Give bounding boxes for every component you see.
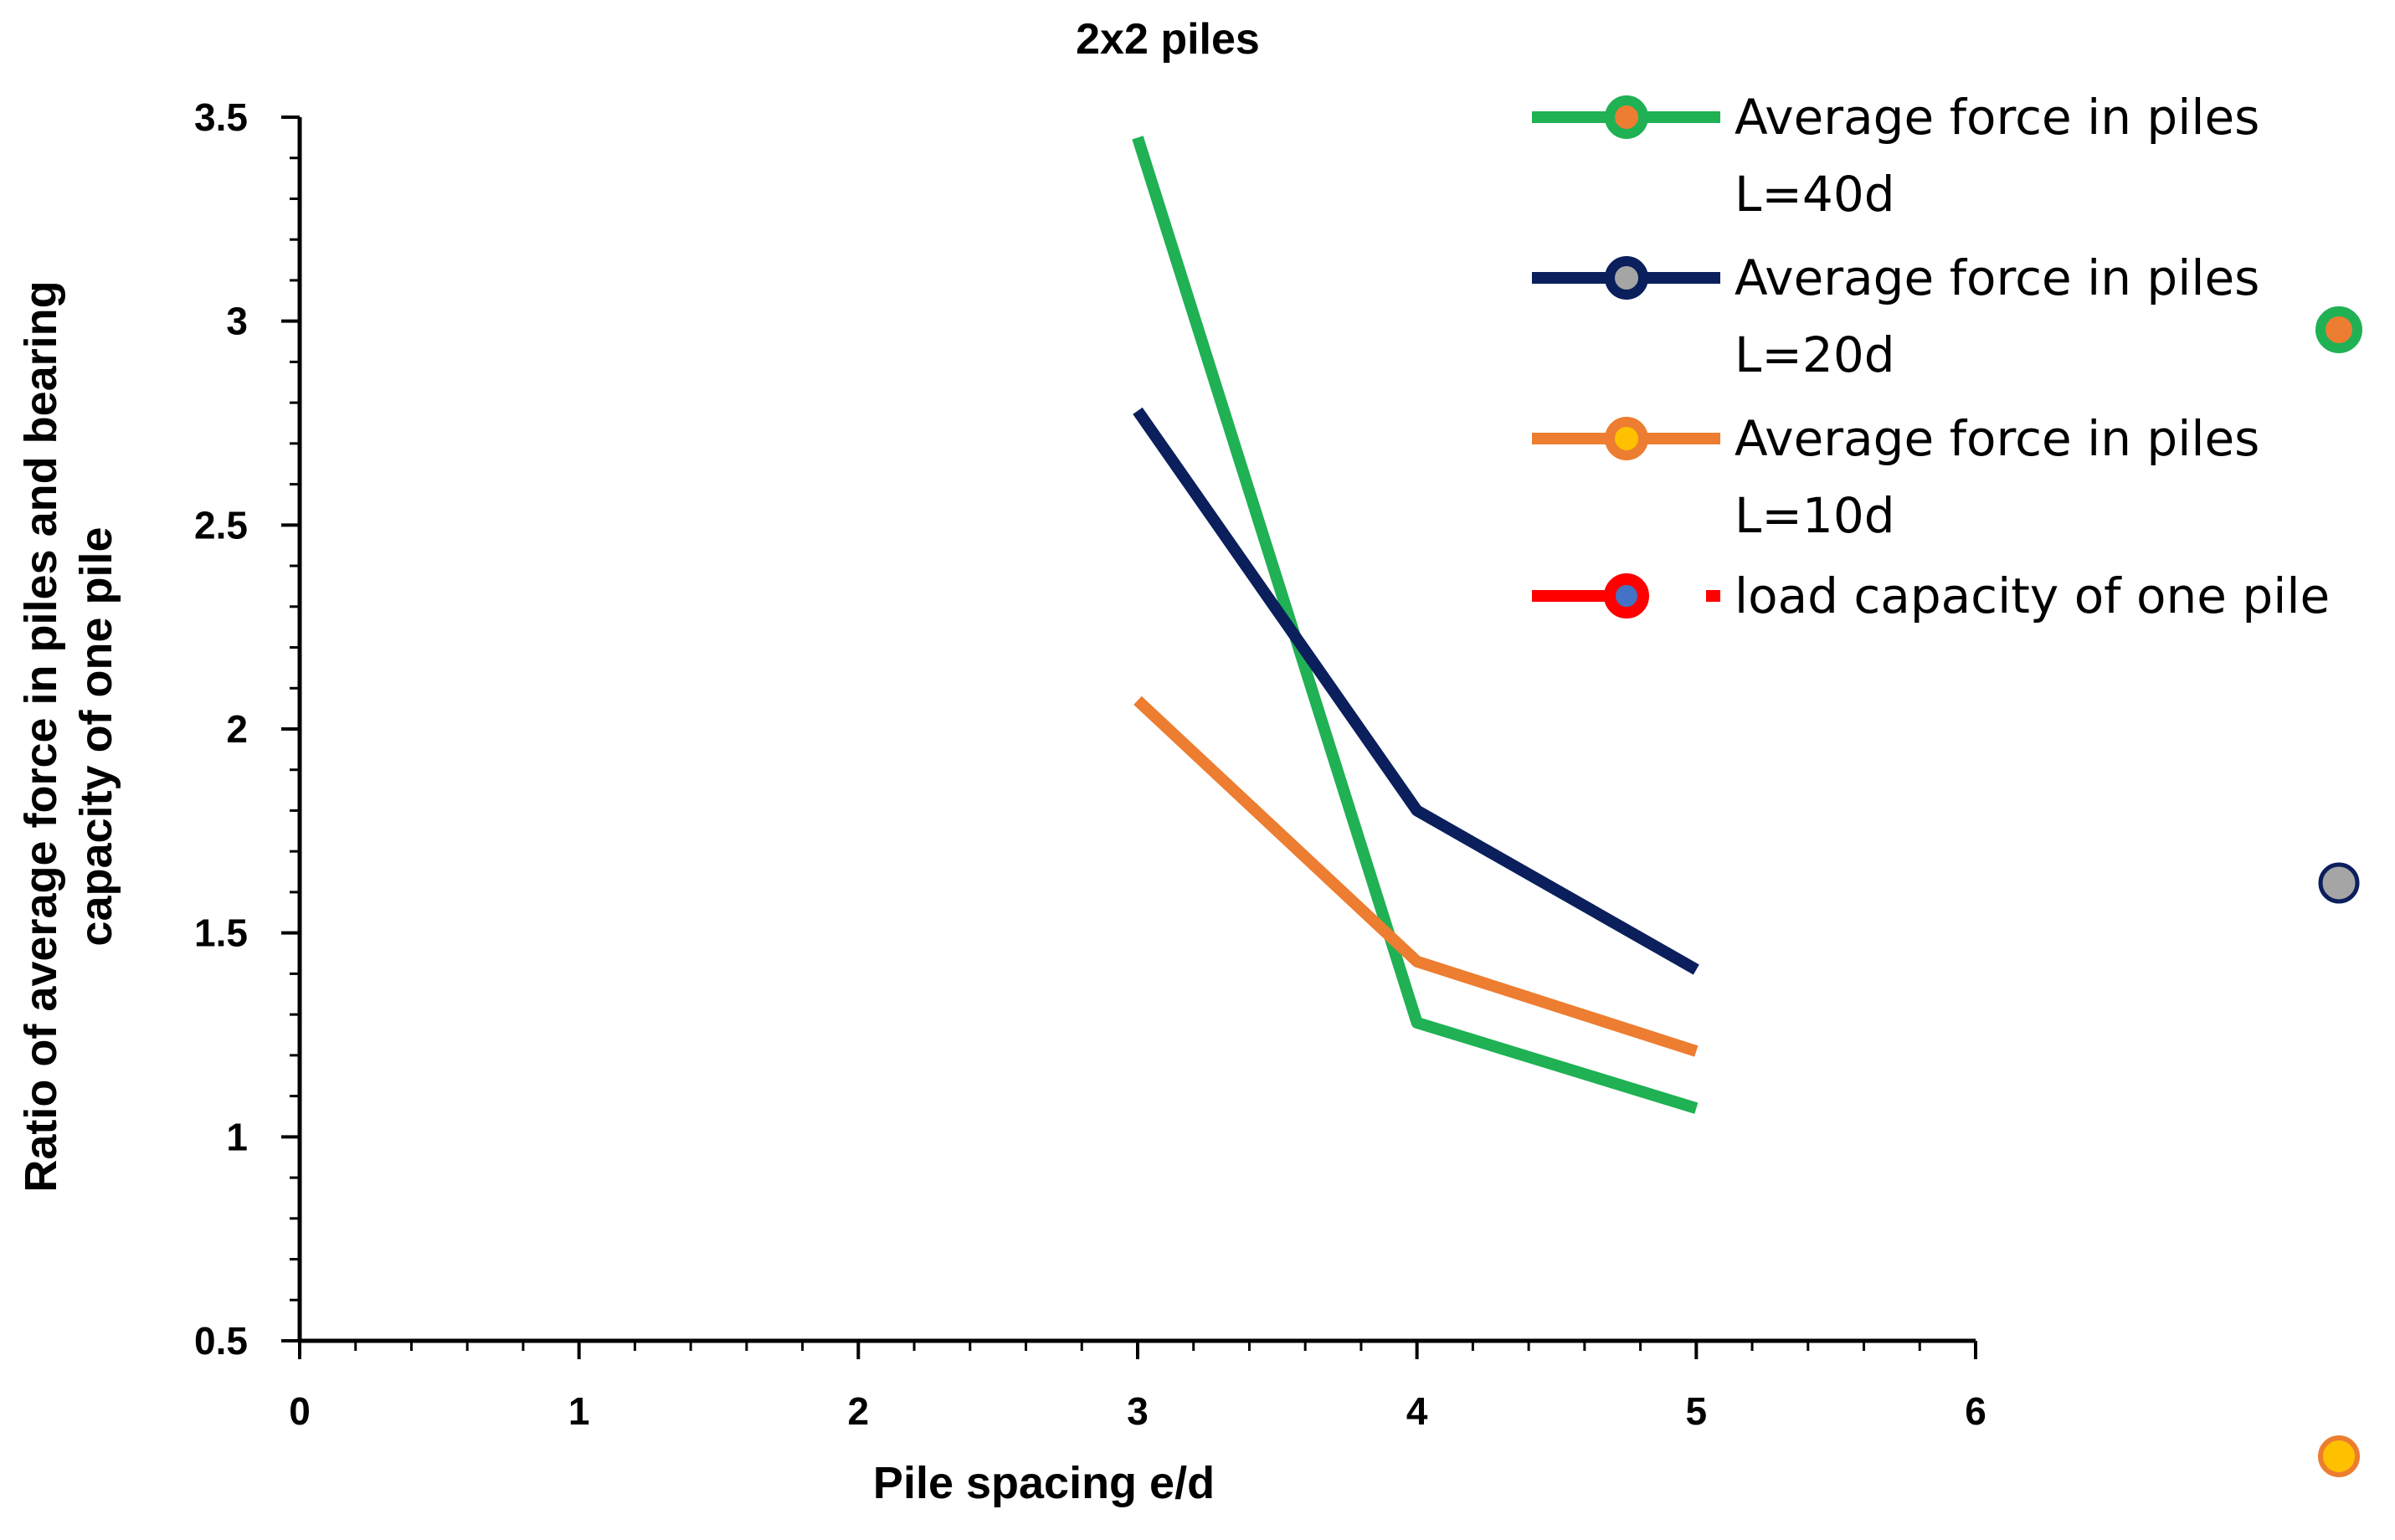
legend-label-3-line-1: Average force in piles	[1735, 410, 2259, 467]
x-axis: 0 1 2 3 4 5 6	[289, 1338, 1986, 1433]
legend-label-4-line-1: load capacity of one pile	[1735, 567, 2330, 624]
legend-label-1-line-2: L=40d	[1735, 166, 1895, 223]
y-tick-label: 3.5	[194, 95, 248, 139]
x-tick-label: 0	[289, 1389, 311, 1433]
legend-label-2-line-2: L=20d	[1735, 326, 1895, 383]
y-tick-label: 2	[226, 707, 248, 751]
chart-title: 2x2 piles	[1076, 15, 1260, 64]
x-tick-label: 1	[568, 1389, 590, 1433]
legend-marker-3	[1605, 417, 1648, 460]
x-tick-label: 3	[1127, 1389, 1149, 1433]
stray-marker-1	[2315, 306, 2362, 353]
legend-marker-2	[1605, 256, 1648, 300]
series-line-3	[1133, 696, 1699, 1057]
y-tick-label: 2.5	[194, 503, 248, 547]
x-tick-label: 4	[1406, 1389, 1428, 1433]
legend-marker-4	[1604, 573, 1649, 619]
legend-label-1-line-1: Average force in piles	[1735, 89, 2259, 146]
stray-marker-3	[2318, 1435, 2360, 1477]
x-tick-label: 2	[848, 1389, 870, 1433]
y-axis: 0.5 1 1.5 2 2.5 3 3.5	[194, 95, 302, 1363]
series-line-1	[1132, 136, 1699, 1114]
y-tick-label: 1.5	[194, 911, 248, 955]
y-tick-label: 3	[226, 300, 248, 343]
plot-series	[300, 136, 1976, 1143]
stray-marker-2	[2318, 862, 2360, 904]
y-axis-title-line-2: capacity of one pile	[71, 526, 121, 946]
x-axis-title: Pile spacing e/d	[873, 1458, 1215, 1508]
legend-marker-1	[1605, 95, 1648, 139]
legend-label-2-line-1: Average force in piles	[1735, 249, 2259, 306]
y-tick-label: 0.5	[194, 1319, 248, 1363]
x-tick-label: 5	[1686, 1389, 1708, 1433]
y-tick-label: 1	[226, 1115, 248, 1158]
x-tick-label: 6	[1965, 1389, 1986, 1433]
y-axis-title-line-1: Ratio of average force in piles and bear…	[16, 280, 66, 1192]
stray-markers	[2315, 306, 2362, 1477]
legend: Average force in piles L=40d Average force…	[1532, 89, 2330, 624]
legend-label-3-line-2: L=10d	[1735, 487, 1895, 544]
series-line-2	[1133, 407, 1699, 975]
